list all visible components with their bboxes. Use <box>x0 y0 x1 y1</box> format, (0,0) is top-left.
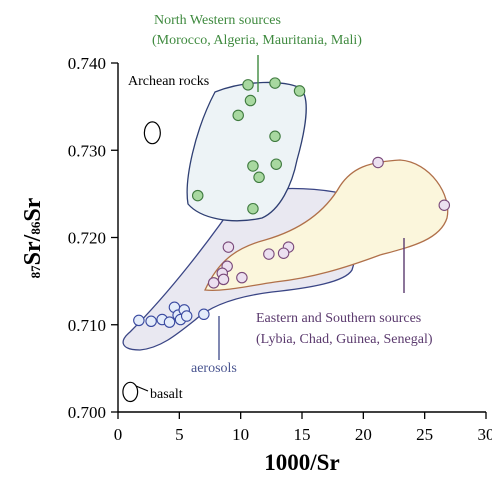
eastern-southern-point <box>438 199 451 211</box>
north-western-point <box>244 94 257 107</box>
x-axis-title: 1000/Sr <box>264 450 339 475</box>
regions <box>122 121 161 403</box>
nw-sources-countries: (Morocco, Algeria, Mauritania, Mali) <box>152 33 362 48</box>
x-tick-label: 15 <box>294 425 311 444</box>
aerosols-point <box>133 314 145 327</box>
y-axis-title-sup87: 87 <box>28 265 43 279</box>
north-western-point <box>253 171 265 184</box>
north-western-point <box>269 77 281 89</box>
north-western-point <box>293 85 306 97</box>
aerosols-point <box>163 316 176 328</box>
archean-rocks-region <box>143 121 161 145</box>
aerosols-point <box>198 308 210 321</box>
y-tick-label: 0.740 <box>68 54 106 73</box>
north-western-point <box>269 130 281 143</box>
axes: 0 5 10 15 20 25 30 0.700 0.710 0.720 0.730 0.740 <box>68 54 492 444</box>
north-western-point <box>191 189 204 202</box>
nw-sources-title: North Western sources <box>154 13 281 28</box>
eastern-southern-point <box>207 277 220 289</box>
es-sources-title: Eastern and Southern sources <box>256 311 421 326</box>
eastern-southern-point <box>372 156 384 169</box>
y-ticks: 0.700 0.710 0.720 0.730 0.740 <box>68 54 118 422</box>
aerosols-point <box>145 315 157 328</box>
y-tick-label: 0.730 <box>68 141 106 160</box>
y-tick-label: 0.710 <box>68 316 106 335</box>
eastern-southern-point <box>236 271 248 284</box>
x-tick-label: 30 <box>478 425 492 444</box>
basalt-label: basalt <box>150 387 183 402</box>
x-ticks: 0 5 10 15 20 25 30 <box>114 412 492 444</box>
basalt-region <box>122 381 139 403</box>
north-western-point <box>247 202 259 215</box>
annotations: North Western sources (Morocco, Algeria,… <box>128 13 433 402</box>
north-western-field <box>186 81 307 222</box>
basalt-leader-line <box>135 385 149 392</box>
es-sources-countries: (Lybia, Chad, Guinea, Senegal) <box>256 332 433 347</box>
x-tick-label: 20 <box>355 425 372 444</box>
eastern-southern-point <box>277 247 290 259</box>
y-tick-label: 0.700 <box>68 403 106 422</box>
archean-rocks-label: Archean rocks <box>128 74 209 89</box>
x-tick-label: 0 <box>114 425 123 444</box>
north-western-point <box>232 109 244 122</box>
aerosols-label: aerosols <box>191 361 237 376</box>
x-tick-label: 5 <box>175 425 184 444</box>
y-tick-label: 0.720 <box>68 229 106 248</box>
x-tick-label: 25 <box>416 425 433 444</box>
aerosols-point <box>180 310 193 322</box>
north-western-point <box>247 160 259 172</box>
north-western-point <box>270 158 282 170</box>
eastern-southern-point <box>263 248 275 260</box>
leader-lines <box>135 55 405 392</box>
y-axis-title-sr1: Sr/ <box>20 234 46 265</box>
x-tick-label: 10 <box>232 425 249 444</box>
eastern-southern-point <box>222 241 235 253</box>
data-points <box>133 77 451 328</box>
y-axis-title-sr2: Sr <box>20 197 46 221</box>
y-axis-title: 87Sr/86Sr <box>20 197 46 278</box>
north-western-point <box>242 79 254 91</box>
eastern-southern-point <box>217 273 230 286</box>
y-axis-title-sup86: 86 <box>28 221 43 235</box>
